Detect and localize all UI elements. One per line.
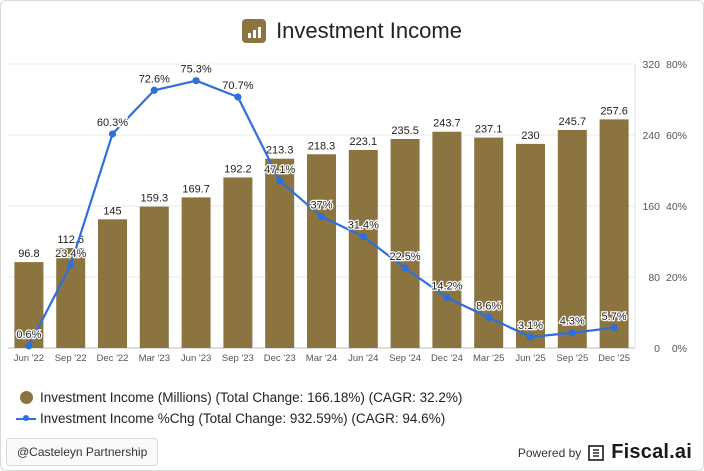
line-point [526,333,535,341]
line-point [359,232,367,241]
bar [390,138,420,348]
x-tick-label: Mar '23 [139,353,170,364]
brand-name: Fiscal.ai [611,441,692,463]
bar [265,158,295,348]
line-point [568,329,576,337]
bar-value-label: 245.7 [559,116,587,128]
legend-item-pct-change[interactable]: Investment Income %Chg (Total Change: 93… [16,408,462,429]
line-value-label: 60.3% [97,117,128,129]
bar [432,131,462,348]
x-tick-label: Mar '24 [306,353,337,364]
y-left-tick-label: 80 [648,272,660,284]
x-tick-label: Jun '25 [515,353,545,364]
y-right-tick-label: 20% [666,272,687,284]
bar [14,262,44,348]
line-point [25,342,33,350]
x-tick-label: Sep '22 [55,353,87,364]
line-point [108,130,117,138]
y-right-tick-label: 0% [672,343,687,355]
chart-plot: 0 0%80 20%160 40%240 60%320 80%96.8112.614515… [8,59,687,364]
bar [223,177,253,348]
powered-by-label: Powered by [517,445,582,460]
line-value-label: 31.4% [348,220,379,232]
line-point [443,293,451,302]
y-left-tick-label: 240 [642,130,660,142]
chart-header: Investment Income [0,14,704,48]
y-left-tick-label: 160 [642,201,660,213]
x-tick-label: Sep '23 [222,353,254,364]
line-point [234,93,242,101]
powered-by[interactable]: Powered by Fiscal.ai [518,441,692,464]
legend-item-income[interactable]: Investment Income (Millions) (Total Chan… [16,387,462,408]
bar [516,143,545,348]
line-value-label: 0.6% [16,329,41,341]
x-tick-label: Sep '24 [389,353,421,364]
line-point [276,177,284,185]
line-point [317,213,326,221]
line-value-label: 72.6% [139,73,170,85]
line-point [67,261,75,269]
bar [98,219,127,348]
chart-legend: Investment Income (Millions) (Total Chan… [16,387,462,429]
bar-value-label: 230 [521,130,539,142]
y-left-tick-label: 320 [642,59,660,71]
y-right-tick-label: 40% [666,201,687,213]
line-point [485,313,493,322]
line-value-label: 47.1% [264,164,295,176]
legend-bar-swatch [20,391,33,404]
x-tick-label: Dec '25 [598,353,630,364]
line-point [150,86,158,94]
y-right-tick-label: 80% [666,59,687,71]
bar-value-label: 192.2 [224,163,252,175]
bar-value-label: 96.8 [18,248,39,260]
line-value-label: 75.3% [180,64,211,76]
bar-value-label: 243.7 [433,118,461,130]
line-value-label: 3.1% [518,320,543,332]
y-right-tick-label: 60% [666,130,687,142]
bar [348,149,378,348]
line-value-label: 5.7% [602,311,627,323]
bar-value-label: 223.1 [350,136,378,148]
legend-label-income: Investment Income (Millions) (Total Chan… [40,390,463,405]
x-tick-label: Dec '23 [264,353,296,364]
bar-value-label: 169.7 [182,183,210,195]
bar-value-label: 235.5 [391,125,419,137]
bar-value-label: 159.3 [141,193,169,205]
bar [599,119,629,348]
x-tick-label: Jun '22 [14,353,44,364]
line-value-label: 14.2% [431,281,462,293]
x-tick-label: Mar '25 [473,353,504,364]
y-left-tick-label: 0 [654,343,660,355]
x-tick-label: Dec '24 [431,353,463,364]
bar-chart-icon [242,19,267,43]
line-point [192,77,200,85]
x-tick-label: Dec '22 [97,353,129,364]
line-value-label: 4.3% [560,316,585,328]
bar-value-label: 145 [103,205,121,217]
attribution-text: @Casteleyn Partnership [17,445,148,459]
chart-title: Investment Income [276,18,462,43]
x-tick-label: Sep '25 [556,353,588,364]
legend-label-pct-change: Investment Income %Chg (Total Change: 93… [40,411,446,426]
line-value-label: 37% [310,200,332,212]
bar [139,206,169,348]
line-value-label: 8.6% [476,300,501,312]
line-value-label: 22.5% [389,251,420,263]
line-value-label: 23.4% [55,248,86,260]
attribution-tag: @Casteleyn Partnership [6,438,159,466]
bar-value-label: 213.3 [266,145,294,157]
bar [181,197,211,348]
x-tick-label: Jun '24 [348,353,378,364]
fiscal-logo-icon [588,444,605,461]
line-point [401,264,409,272]
bar-value-label: 218.3 [308,140,336,152]
x-tick-label: Jun '23 [181,353,211,364]
line-point [610,324,618,332]
bar [307,154,336,348]
bar-value-label: 237.1 [475,124,503,136]
bar-value-label: 257.6 [600,105,628,117]
bar [557,129,587,348]
line-value-label: 70.7% [222,80,253,92]
legend-line-swatch [16,414,36,421]
